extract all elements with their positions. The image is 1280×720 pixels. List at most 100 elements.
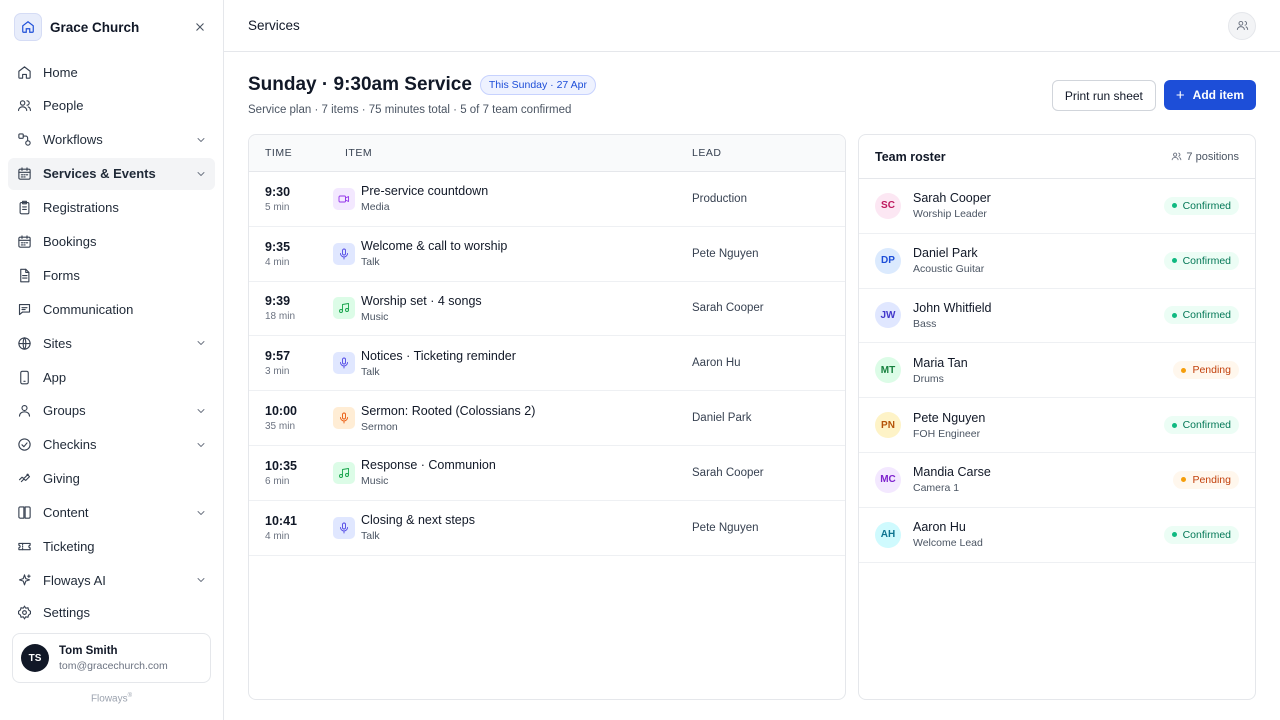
sidebar-item-bookings[interactable]: Bookings xyxy=(8,225,215,257)
table-row[interactable]: 10:41 4 min Closing & next steps Talk Pete N… xyxy=(249,501,845,556)
column-header-lead[interactable]: LEAD xyxy=(692,147,722,159)
main-content: Services Sunday · 9:30am Service This Su… xyxy=(224,0,1280,720)
row-duration: 5 min xyxy=(265,201,290,213)
table-row[interactable]: 9:57 3 min Notices · Ticketing reminder Tal… xyxy=(249,336,845,392)
table-row[interactable]: 9:35 4 min Welcome & call to worship Talk Pe… xyxy=(249,227,845,282)
page-title: Sunday · 9:30am Service xyxy=(248,74,472,95)
sidebar-item-workflows[interactable]: Workflows xyxy=(8,124,215,156)
row-item-title: Sermon: Rooted (Colossians 2) xyxy=(361,403,536,418)
avatar: TS xyxy=(21,644,49,672)
team-icon[interactable] xyxy=(1228,11,1256,40)
sidebar-item-label: People xyxy=(43,98,84,114)
book-icon xyxy=(16,505,32,521)
sidebar-item-label: Bookings xyxy=(43,233,97,249)
mic-icon xyxy=(333,516,355,539)
roster-title: Team roster xyxy=(875,149,946,164)
row-item-title: Closing & next steps xyxy=(361,513,475,528)
list-item[interactable]: AH Aaron Hu Welcome Lead Confirmed xyxy=(859,508,1255,563)
page-header: Sunday · 9:30am Service This Sunday · 27… xyxy=(248,74,1256,116)
status-badge: Confirmed xyxy=(1163,251,1239,270)
sidebar-item-floways-ai[interactable]: Floways AI xyxy=(8,564,215,596)
row-item-title: Worship set · 4 songs xyxy=(361,293,482,308)
column-header-time[interactable]: TIME xyxy=(265,147,293,159)
sidebar-item-ticketing[interactable]: Ticketing xyxy=(8,530,215,562)
chevron-down-icon[interactable] xyxy=(195,405,207,417)
row-duration: 3 min xyxy=(265,366,290,378)
sidebar-item-giving[interactable]: Giving xyxy=(8,463,215,495)
sidebar-item-groups[interactable]: Groups xyxy=(8,395,215,427)
row-time: 10:00 xyxy=(265,404,297,419)
status-dot xyxy=(1181,367,1187,373)
sidebar-item-people[interactable]: People xyxy=(8,90,215,122)
service-plan-table: TIME ITEM LEAD 9:30 5 min Pre-service coun… xyxy=(248,134,846,700)
sidebar-item-sites[interactable]: Sites xyxy=(8,327,215,359)
sidebar-item-home[interactable]: Home xyxy=(8,56,215,88)
row-lead: Sarah Cooper xyxy=(692,466,764,479)
gear-icon xyxy=(16,604,32,620)
list-item[interactable]: MT Maria Tan Drums Pending xyxy=(859,343,1255,399)
check-circle-icon xyxy=(16,437,32,453)
avatar: DP xyxy=(875,247,901,274)
add-item-button[interactable]: + Add item xyxy=(1163,80,1256,110)
group-icon xyxy=(16,403,32,419)
list-item[interactable]: JW John Whitfield Bass Confirmed xyxy=(859,289,1255,344)
print-run-sheet-button[interactable]: Print run sheet xyxy=(1051,80,1156,111)
sidebar-item-label: Checkins xyxy=(43,437,97,453)
team-icon xyxy=(1171,151,1182,162)
status-label: Confirmed xyxy=(1182,528,1231,541)
sidebar-item-label: Services & Events xyxy=(43,166,156,182)
status-badge: Pending xyxy=(1173,470,1239,489)
sidebar-item-label: App xyxy=(43,369,67,385)
list-item[interactable]: PN Pete Nguyen FOH Engineer Confirmed xyxy=(859,398,1255,453)
brand-mark: ® xyxy=(127,693,133,699)
chevron-down-icon[interactable] xyxy=(195,134,207,146)
chevron-down-icon[interactable] xyxy=(195,507,207,519)
close-icon[interactable] xyxy=(191,18,209,36)
sidebar-item-label: Registrations xyxy=(43,200,119,216)
sidebar-item-services-events[interactable]: Services & Events xyxy=(8,157,215,190)
column-header-item[interactable]: ITEM xyxy=(345,147,373,159)
sidebar-item-checkins[interactable]: Checkins xyxy=(8,429,215,461)
table-row[interactable]: 10:35 6 min Response · Communion Music Sarah… xyxy=(249,446,845,501)
date-badge: This Sunday · 27 Apr xyxy=(479,75,596,95)
list-item[interactable]: DP Daniel Park Acoustic Guitar Confirmed xyxy=(859,234,1255,289)
row-time: 10:41 xyxy=(265,513,297,528)
sidebar-item-label: Groups xyxy=(43,403,86,419)
chevron-down-icon[interactable] xyxy=(195,439,207,451)
list-item[interactable]: MC Mandia Carse Camera 1 Pending xyxy=(859,453,1255,508)
table-row[interactable]: 10:00 35 min Sermon: Rooted (Colossians 2)… xyxy=(249,391,845,446)
status-badge: Confirmed xyxy=(1163,196,1239,215)
user-name: Tom Smith xyxy=(59,644,118,657)
sidebar-item-forms[interactable]: Forms xyxy=(8,259,215,291)
music-icon xyxy=(333,461,355,484)
row-item-type: Talk xyxy=(361,256,380,269)
avatar: MT xyxy=(875,357,901,384)
user-email: tom@gracechurch.com xyxy=(59,659,168,672)
sidebar-item-app[interactable]: App xyxy=(8,361,215,393)
row-item-title: Notices · Ticketing reminder xyxy=(361,348,516,363)
row-lead: Aaron Hu xyxy=(692,357,741,370)
sidebar-item-registrations[interactable]: Registrations xyxy=(8,192,215,224)
chevron-down-icon[interactable] xyxy=(195,168,207,180)
giving-icon xyxy=(16,471,32,487)
row-time: 9:30 xyxy=(265,184,291,199)
avatar: SC xyxy=(875,192,901,219)
table-row[interactable]: 9:30 5 min Pre-service countdown Media Produ… xyxy=(249,172,845,227)
table-row[interactable]: 9:39 18 min Worship set · 4 songs Music Sara… xyxy=(249,282,845,337)
user-card[interactable]: TS Tom Smith tom@gracechurch.com xyxy=(12,633,211,683)
list-item[interactable]: SC Sarah Cooper Worship Leader Confirmed xyxy=(859,179,1255,234)
status-label: Confirmed xyxy=(1182,419,1231,432)
member-name: Aaron Hu xyxy=(913,520,966,535)
row-item-type: Music xyxy=(361,475,389,488)
home-icon[interactable] xyxy=(14,13,42,41)
sidebar-item-label: Giving xyxy=(43,471,80,487)
sidebar-item-communication[interactable]: Communication xyxy=(8,293,215,325)
roster-count: 7 positions xyxy=(1171,151,1239,163)
sidebar-item-content[interactable]: Content xyxy=(8,497,215,529)
row-lead: Pete Nguyen xyxy=(692,247,759,260)
sidebar-item-settings[interactable]: Settings xyxy=(8,596,215,628)
member-name: Pete Nguyen xyxy=(913,410,986,425)
chevron-down-icon[interactable] xyxy=(195,337,207,349)
chevron-down-icon[interactable] xyxy=(195,574,207,586)
member-role: FOH Engineer xyxy=(913,427,981,440)
